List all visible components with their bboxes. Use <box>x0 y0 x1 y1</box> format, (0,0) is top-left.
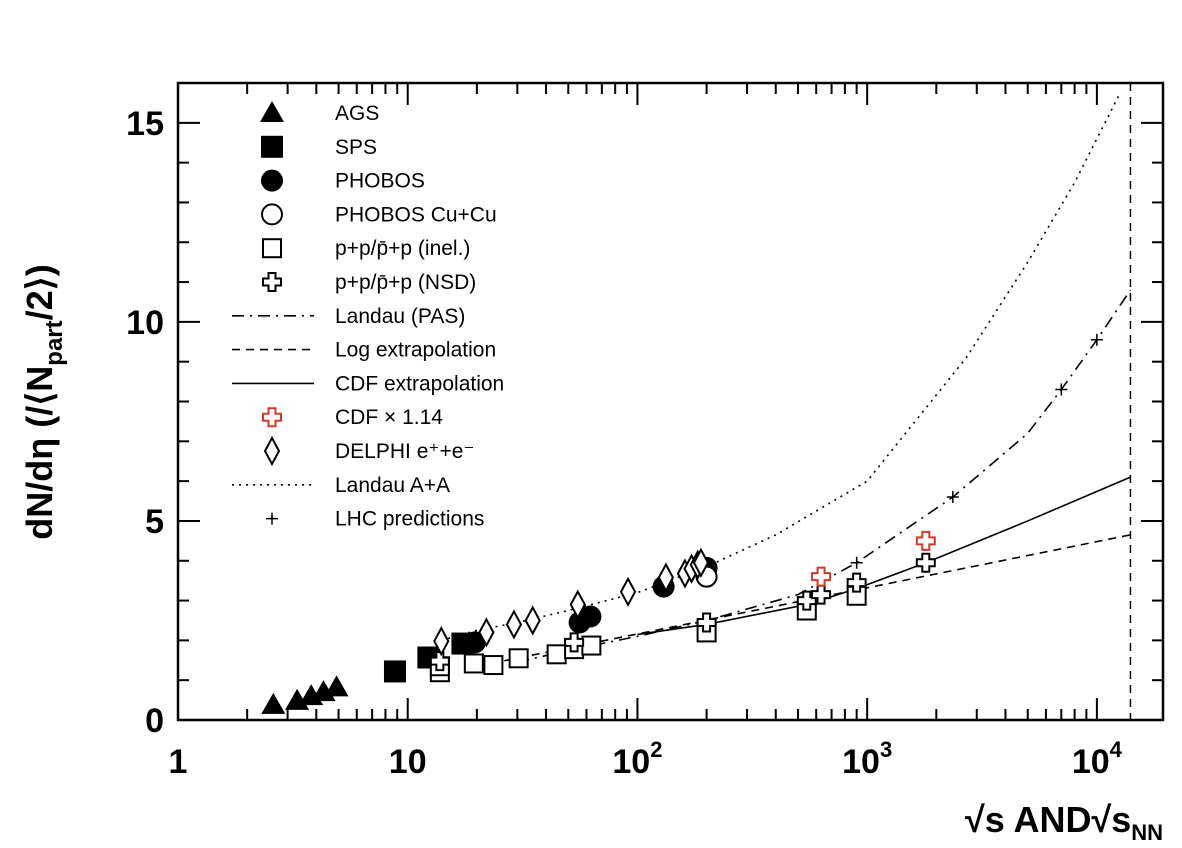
legend-label: PHOBOS Cu+Cu <box>335 203 497 226</box>
axis-ticks <box>177 82 1163 721</box>
data-point-sps <box>383 660 406 683</box>
data-point-p-p-p-p-nsd <box>564 632 585 653</box>
tick-labels: 1 10 102 103 104 0 5 10 15 <box>126 105 1123 781</box>
legend-label: Log extrapolation <box>335 339 496 362</box>
legend-label: Landau A+A <box>335 474 450 497</box>
data-point-lhc-predictions <box>1055 383 1068 396</box>
data-point-p-p-p-p-inel <box>581 635 602 656</box>
data-point-lhc-predictions <box>1090 333 1103 346</box>
data-point-p-p-p-p-nsd <box>811 584 832 605</box>
data-point-p-p-p-p-nsd <box>915 552 936 573</box>
legend-marker-icon <box>262 238 282 259</box>
data-point-phobos <box>579 605 602 628</box>
data-point-delphi-e-e <box>692 547 710 578</box>
y-tick-label: 0 <box>145 702 164 740</box>
series-lines <box>441 83 1132 720</box>
legend-label: AGS <box>335 102 379 125</box>
legend-label: DELPHI e⁺+e⁻ <box>335 440 474 463</box>
x-axis-title: √s AND√sNN <box>965 799 1163 845</box>
plot-frame <box>176 81 1165 722</box>
data-point-delphi-e-e <box>478 617 495 648</box>
data-point-lhc-predictions <box>946 491 959 504</box>
legend-label: p+p/p̄+p (NSD) <box>335 271 476 294</box>
legend-entry: CDF extrapolation <box>232 372 504 395</box>
data-point-cdf-1-14 <box>915 530 936 551</box>
series-line-landau-a-a <box>441 94 1120 642</box>
legend-entry: LHC predictions <box>266 508 484 531</box>
data-point-delphi-e-e <box>433 626 450 657</box>
data-point-p-p-p-p-inel <box>483 655 504 676</box>
y-tick-label: 15 <box>126 105 164 143</box>
data-point-p-p-p-p-inel <box>546 644 567 665</box>
legend-label: PHOBOS <box>335 170 425 193</box>
legend-entry: Landau A+A <box>232 474 450 497</box>
data-point-delphi-e-e <box>619 576 637 607</box>
x-tick-label: 1 <box>169 743 188 781</box>
series-markers <box>261 333 1103 714</box>
series-line-landau-pas <box>517 289 1132 664</box>
data-point-delphi-e-e <box>505 609 523 640</box>
series-line-cdf-extrapolation <box>637 476 1131 636</box>
x-tick-label: 104 <box>1072 737 1123 781</box>
y-axis-title: dN/dη (/⟨Npart/2⟩) <box>19 264 68 539</box>
legend-entry: p+p/p̄+p (inel.) <box>262 237 470 260</box>
legend-marker-icon <box>261 169 283 192</box>
legend-marker-icon <box>262 407 282 428</box>
legend-entry: CDF × 1.14 <box>262 406 443 429</box>
data-point-p-p-p-p-nsd <box>846 572 867 593</box>
legend-entry: DELPHI e⁺+e⁻ <box>263 435 474 467</box>
legend-label: Landau (PAS) <box>335 305 465 328</box>
legend-marker-icon <box>263 435 281 467</box>
legend-entry: Log extrapolation <box>232 339 496 362</box>
legend-marker-icon <box>261 135 283 158</box>
x-tick-label: 103 <box>842 737 892 781</box>
data-point-cdf-1-14 <box>811 566 832 587</box>
legend-marker-icon <box>260 101 284 122</box>
data-point-ags <box>324 675 349 697</box>
legend-label: p+p/p̄+p (inel.) <box>335 237 470 260</box>
legend: AGS SPS PHOBOS PHOBOS Cu+Cu p+p/p̄+p (inel.)… <box>232 101 504 531</box>
x-tick-label: 102 <box>612 737 662 781</box>
data-point-p-p-p-p-nsd <box>429 651 450 672</box>
data-point-delphi-e-e <box>657 562 675 593</box>
data-point-lhc-predictions <box>850 556 863 569</box>
data-point-ags <box>261 692 286 714</box>
y-tick-label: 10 <box>126 304 164 342</box>
y-tick-label: 5 <box>145 503 164 541</box>
data-point-p-p-p-p-nsd <box>796 590 817 611</box>
legend-label: SPS <box>335 136 377 159</box>
legend-entry: p+p/p̄+p (NSD) <box>262 271 476 294</box>
data-point-p-p-p-p-nsd <box>696 612 717 633</box>
data-point-delphi-e-e <box>524 605 541 636</box>
legend-entry: AGS <box>260 101 379 125</box>
legend-entry: SPS <box>261 135 377 159</box>
legend-label: CDF × 1.14 <box>335 406 443 429</box>
legend-entry: PHOBOS Cu+Cu <box>261 203 497 226</box>
data-point-p-p-p-p-inel <box>508 648 529 669</box>
x-tick-label: 10 <box>389 743 427 781</box>
data-point-p-p-p-p-inel <box>463 653 484 674</box>
legend-entry: PHOBOS <box>261 169 425 193</box>
data-point-delphi-e-e <box>569 589 586 620</box>
legend-entry: Landau (PAS) <box>232 305 465 328</box>
data-point-phobos <box>463 631 486 654</box>
legend-marker-icon <box>262 272 282 292</box>
legend-label: CDF extrapolation <box>335 372 504 395</box>
legend-marker-icon <box>266 512 278 525</box>
legend-label: LHC predictions <box>335 508 484 531</box>
legend-marker-icon <box>261 203 283 226</box>
